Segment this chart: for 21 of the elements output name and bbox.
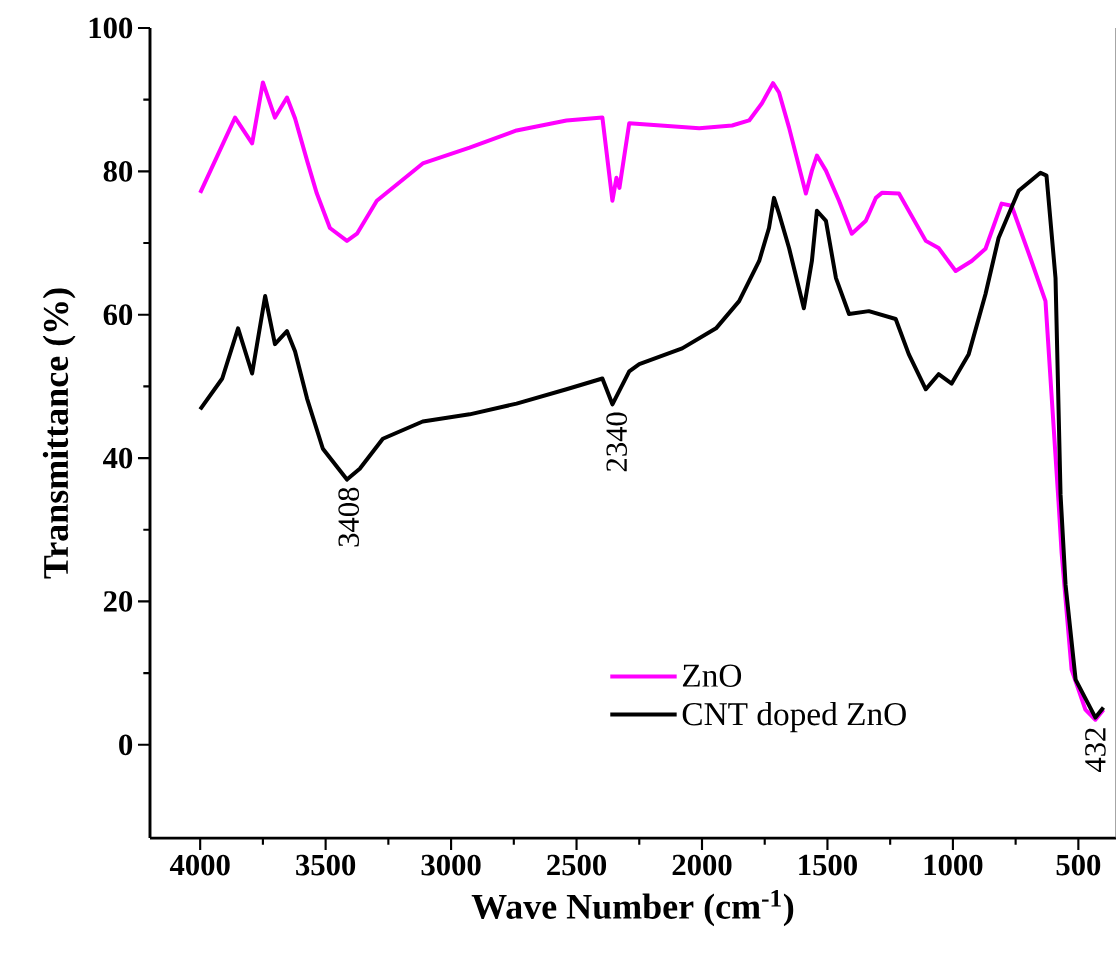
- x-tick-label: 2000: [672, 854, 732, 876]
- annotation: 2340: [606, 412, 628, 472]
- x-axis-title: Wave Number (cm$^{-1}$): [471, 889, 794, 927]
- y-tick-label: 40: [103, 447, 133, 469]
- x-tick-label: 500: [1056, 854, 1101, 876]
- y-axis-title: Transmittance (%): [42, 288, 76, 579]
- x-tick-label: 3000: [421, 854, 481, 876]
- x-tick-label: 4000: [169, 854, 230, 876]
- legend-label: ZnO: [682, 664, 742, 687]
- y-tick-label: 20: [103, 591, 133, 612]
- x-tick-label: 3500: [296, 854, 356, 876]
- y-tick-label: 60: [103, 304, 133, 326]
- annotation: 432: [1085, 728, 1106, 773]
- legend-label: CNT doped ZnO: [682, 701, 906, 733]
- x-tick-label: 1500: [799, 854, 857, 876]
- annotation: 3408: [338, 487, 360, 547]
- x-tick-label: 1000: [924, 854, 983, 876]
- y-tick-label: 80: [103, 160, 133, 182]
- y-tick-label: 0: [119, 734, 133, 756]
- x-tick-label: 2500: [547, 854, 607, 876]
- y-tick-label: 100: [89, 17, 133, 39]
